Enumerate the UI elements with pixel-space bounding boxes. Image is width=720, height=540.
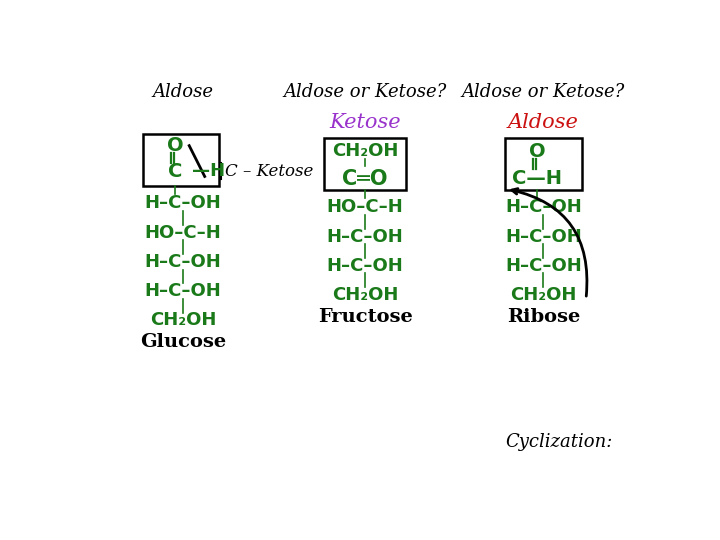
Text: Aldose: Aldose <box>508 113 579 132</box>
Text: Aldose: Aldose <box>153 83 214 101</box>
Text: Ribose: Ribose <box>507 308 580 326</box>
Text: H–C–OH: H–C–OH <box>145 194 221 212</box>
Text: C═O: C═O <box>343 169 388 189</box>
Text: CH₂OH: CH₂OH <box>510 286 577 304</box>
Bar <box>324 138 406 190</box>
Text: O: O <box>529 141 546 160</box>
Text: H–C–OH: H–C–OH <box>505 198 582 216</box>
Text: —H: —H <box>192 162 225 180</box>
Text: C: C <box>168 161 182 180</box>
Text: Aldose or Ketose?: Aldose or Ketose? <box>284 83 446 101</box>
Text: HO–C–H: HO–C–H <box>327 198 403 216</box>
Text: CH₂OH: CH₂OH <box>150 312 216 329</box>
Text: HO–C–H: HO–C–H <box>145 224 221 242</box>
Text: H–C–OH: H–C–OH <box>327 256 403 275</box>
Text: H–C–OH: H–C–OH <box>505 256 582 275</box>
Text: Ketose: Ketose <box>329 113 401 132</box>
Bar <box>505 138 582 190</box>
Text: CH₂OH: CH₂OH <box>332 142 398 160</box>
Text: O: O <box>167 136 184 155</box>
Text: H–C–OH: H–C–OH <box>145 282 221 300</box>
Text: H–C–OH: H–C–OH <box>327 227 403 246</box>
Text: Aldose or Ketose?: Aldose or Ketose? <box>462 83 625 101</box>
Text: H–C–OH: H–C–OH <box>505 227 582 246</box>
Bar <box>143 134 219 186</box>
Text: CH₂OH: CH₂OH <box>332 286 398 304</box>
Text: C – Ketose: C – Ketose <box>225 163 313 180</box>
Text: Fructose: Fructose <box>318 308 413 326</box>
Text: Glucose: Glucose <box>140 333 226 351</box>
Text: H–C–OH: H–C–OH <box>145 253 221 271</box>
Text: C—H: C—H <box>512 169 562 188</box>
Text: Cyclization:: Cyclization: <box>505 433 613 451</box>
